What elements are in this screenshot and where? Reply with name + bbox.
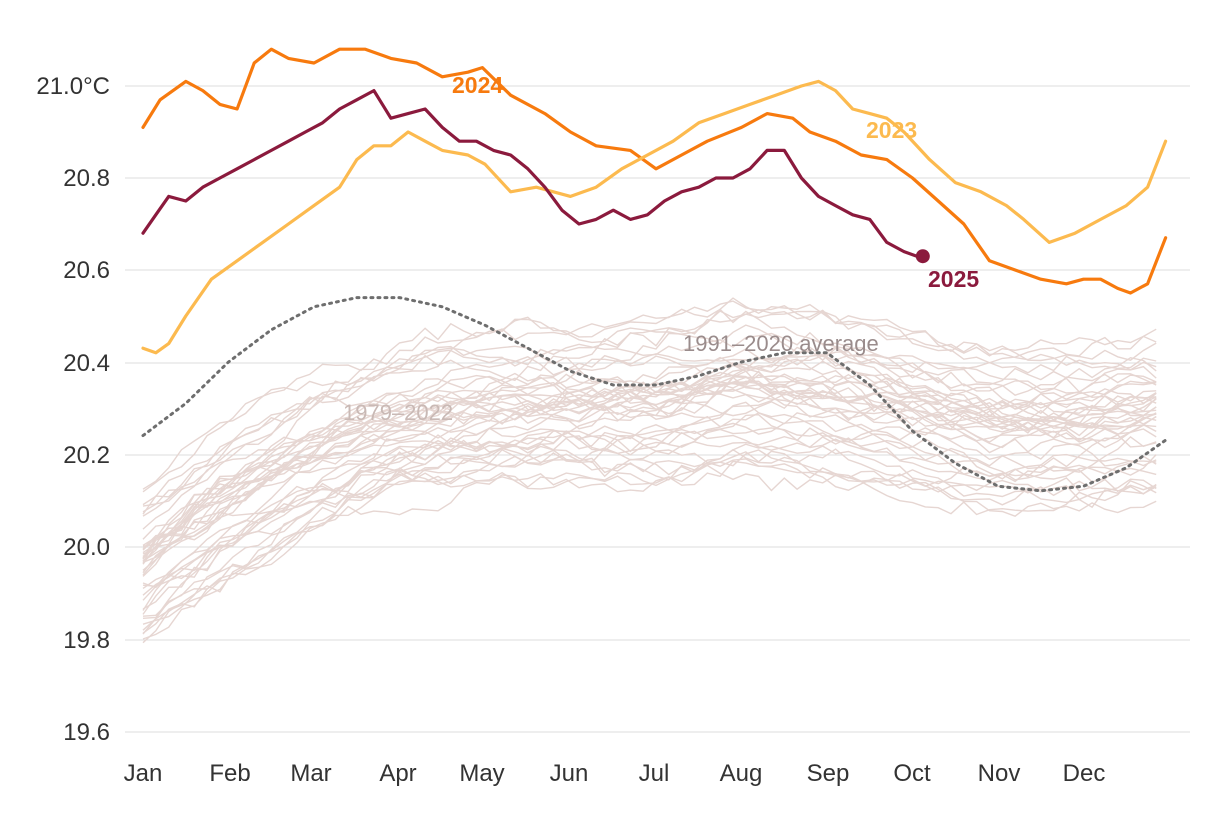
historical-year-line <box>142 309 1157 506</box>
series-line-2023 <box>141 79 1168 355</box>
average-label: 1991–2020 average <box>683 331 879 356</box>
historical-year-line <box>142 449 1157 635</box>
x-tick-label-jun: Jun <box>550 760 589 787</box>
y-tick: 19.6 <box>63 719 1190 746</box>
y-tick: 20.0 <box>63 534 1190 561</box>
x-tick-label-dec: Dec <box>1063 760 1106 787</box>
historical-year-line <box>142 380 1157 565</box>
series-line-2024 <box>141 47 1168 295</box>
historical-year-line <box>142 453 1157 644</box>
x-tick-label-apr: Apr <box>379 760 416 787</box>
series-label-2025: 2025 <box>928 266 979 292</box>
y-tick-label-20-4: 20.4 <box>63 350 110 377</box>
historical-year-line <box>142 394 1157 577</box>
y-tick-label-19-8: 19.8 <box>63 627 110 654</box>
historical-year-line <box>142 350 1157 559</box>
historical-year-line <box>142 300 1157 490</box>
historical-year-line <box>142 358 1157 547</box>
historical-series-group <box>142 297 1157 644</box>
y-tick: 20.8 <box>63 165 1190 192</box>
historical-year-line <box>142 353 1157 530</box>
historical-year-line <box>142 372 1157 555</box>
series-2025-latest-point <box>915 249 930 264</box>
x-tick-label-may: May <box>459 760 504 787</box>
historical-year-line <box>142 412 1157 596</box>
series-label-2023: 2023 <box>866 117 917 143</box>
historical-year-line <box>142 380 1157 550</box>
x-tick-label-jul: Jul <box>639 760 670 787</box>
historical-range-label: 1979–2022 <box>343 400 453 425</box>
historical-year-line <box>142 393 1157 576</box>
historical-year-line <box>142 427 1157 615</box>
y-axis: 21.0°C 20.8 20.6 20.4 20.2 20.0 19.8 19 <box>36 73 1190 746</box>
historical-year-line <box>142 331 1157 517</box>
average-1991-2020-line <box>141 296 1168 493</box>
y-tick-label-20-8: 20.8 <box>63 165 110 192</box>
y-tick: 20.2 <box>63 442 1190 469</box>
historical-year-line <box>142 448 1157 631</box>
y-tick-label-21-0: 21.0°C <box>36 73 110 100</box>
x-tick-label-oct: Oct <box>893 760 931 787</box>
series-label-2024: 2024 <box>452 72 503 98</box>
y-tick-label-20-2: 20.2 <box>63 442 110 469</box>
y-tick-label-19-6: 19.6 <box>63 719 110 746</box>
historical-year-line <box>142 354 1157 560</box>
historical-year-line <box>142 435 1157 617</box>
historical-year-line <box>142 448 1157 634</box>
y-tick-label-20-6: 20.6 <box>63 257 110 284</box>
x-tick-label-nov: Nov <box>978 760 1021 787</box>
historical-year-line <box>142 310 1157 513</box>
y-tick: 21.0°C <box>36 73 1190 100</box>
x-tick-label-jan: Jan <box>124 760 163 787</box>
x-axis: Jan Feb Mar Apr May Jun Jul Aug Sep Oct … <box>124 760 1106 787</box>
x-tick-label-mar: Mar <box>290 760 331 787</box>
recent-years-group <box>141 47 1168 355</box>
x-tick-label-feb: Feb <box>209 760 250 787</box>
series-line-2025 <box>141 89 925 258</box>
y-tick-label-20-0: 20.0 <box>63 534 110 561</box>
x-tick-label-sep: Sep <box>807 760 850 787</box>
x-tick-label-aug: Aug <box>720 760 763 787</box>
historical-year-line <box>142 364 1157 551</box>
y-tick: 19.8 <box>63 627 1190 654</box>
y-tick: 20.4 <box>63 350 1190 377</box>
historical-year-line <box>142 413 1157 611</box>
